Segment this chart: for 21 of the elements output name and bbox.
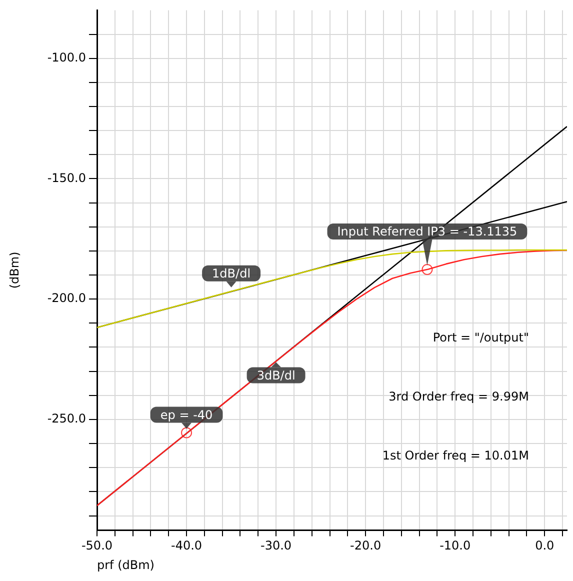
annotation: ep = -40 bbox=[160, 408, 213, 422]
y-tick-label: -200.0 bbox=[47, 291, 86, 306]
x-tick-label: -40.0 bbox=[170, 538, 202, 553]
y-tick-label: -100.0 bbox=[47, 50, 86, 64]
x-tick-label: -20.0 bbox=[350, 538, 382, 553]
x-tick-label: -50.0 bbox=[81, 538, 113, 553]
annotation: Port = "/output" bbox=[432, 330, 529, 344]
annotation: 1dB/dl bbox=[212, 266, 251, 281]
y-axis-title: (dBm) bbox=[7, 252, 22, 289]
annotation: 3rd Order freq = 9.99M bbox=[388, 389, 529, 404]
point bbox=[181, 427, 192, 438]
x-axis-title: prf (dBm) bbox=[97, 558, 154, 572]
annotation: 1st Order freq = 10.01M bbox=[382, 448, 529, 462]
y-tick-label: -250.0 bbox=[47, 412, 86, 426]
x-tick-label: -10.0 bbox=[440, 538, 471, 553]
point bbox=[422, 264, 433, 275]
annotation: Input Referred IP3 = -13.1135 bbox=[337, 224, 518, 239]
annotation: 3dB/dl bbox=[256, 368, 296, 382]
x-tick-label: 0.0 bbox=[535, 538, 554, 553]
x-tick-label: -30.0 bbox=[260, 538, 292, 553]
y-tick-label: -150.0 bbox=[47, 170, 86, 185]
